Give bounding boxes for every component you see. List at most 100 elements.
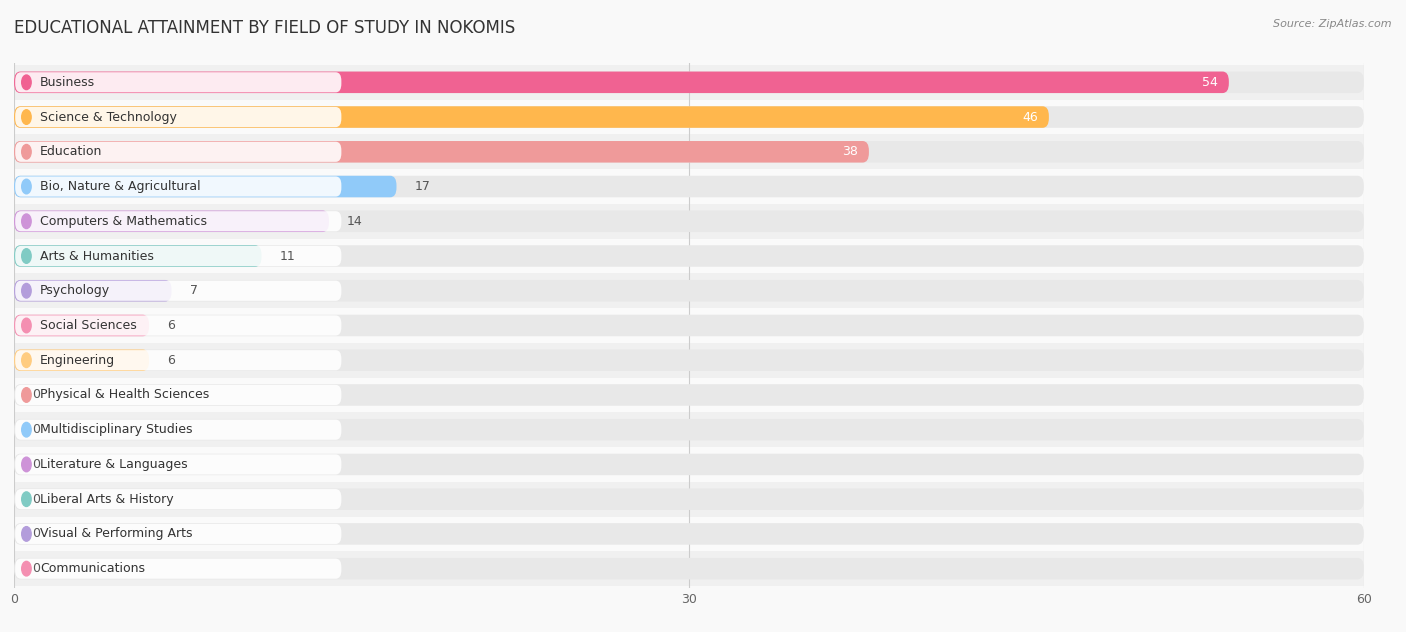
FancyBboxPatch shape (14, 280, 1364, 301)
Text: 0: 0 (32, 562, 39, 575)
Bar (14, 204, 1364, 239)
Text: 0: 0 (32, 528, 39, 540)
Bar (14, 65, 1364, 100)
Bar (14, 274, 1364, 308)
Circle shape (21, 387, 31, 402)
Text: 54: 54 (1202, 76, 1218, 89)
Text: 7: 7 (190, 284, 197, 297)
FancyBboxPatch shape (14, 489, 1364, 510)
Text: 6: 6 (167, 319, 174, 332)
Circle shape (21, 457, 31, 471)
Circle shape (21, 75, 31, 90)
Text: Communications: Communications (39, 562, 145, 575)
Circle shape (21, 179, 31, 194)
Text: 0: 0 (32, 389, 39, 401)
Bar (14, 169, 1364, 204)
FancyBboxPatch shape (14, 245, 262, 267)
Circle shape (21, 353, 31, 368)
FancyBboxPatch shape (15, 315, 342, 336)
Bar (14, 100, 1364, 135)
Text: Science & Technology: Science & Technology (39, 111, 177, 123)
FancyBboxPatch shape (14, 349, 1364, 371)
Text: Engineering: Engineering (39, 354, 115, 367)
FancyBboxPatch shape (14, 315, 149, 336)
FancyBboxPatch shape (15, 559, 342, 579)
FancyBboxPatch shape (14, 454, 1364, 475)
Circle shape (21, 492, 31, 506)
FancyBboxPatch shape (14, 176, 396, 197)
Text: Physical & Health Sciences: Physical & Health Sciences (39, 389, 209, 401)
Text: 0: 0 (32, 493, 39, 506)
Circle shape (21, 422, 31, 437)
Circle shape (21, 561, 31, 576)
Bar (14, 343, 1364, 377)
Text: Liberal Arts & History: Liberal Arts & History (39, 493, 173, 506)
Text: Social Sciences: Social Sciences (39, 319, 136, 332)
Text: 17: 17 (415, 180, 430, 193)
Text: Multidisciplinary Studies: Multidisciplinary Studies (39, 423, 193, 436)
Bar (14, 239, 1364, 274)
Text: 0: 0 (32, 458, 39, 471)
Bar (14, 516, 1364, 551)
Circle shape (21, 283, 31, 298)
FancyBboxPatch shape (14, 315, 1364, 336)
Text: 11: 11 (280, 250, 295, 262)
FancyBboxPatch shape (14, 106, 1364, 128)
FancyBboxPatch shape (14, 280, 172, 301)
FancyBboxPatch shape (14, 176, 1364, 197)
Bar (14, 135, 1364, 169)
Circle shape (21, 318, 31, 333)
Circle shape (21, 214, 31, 229)
Bar (14, 551, 1364, 586)
Bar (14, 377, 1364, 412)
FancyBboxPatch shape (14, 558, 1364, 580)
FancyBboxPatch shape (14, 141, 869, 162)
FancyBboxPatch shape (14, 71, 1229, 93)
FancyBboxPatch shape (15, 489, 342, 509)
FancyBboxPatch shape (15, 454, 342, 475)
FancyBboxPatch shape (15, 420, 342, 440)
FancyBboxPatch shape (15, 176, 342, 197)
FancyBboxPatch shape (15, 72, 342, 92)
FancyBboxPatch shape (14, 141, 1364, 162)
Bar (14, 482, 1364, 516)
FancyBboxPatch shape (14, 210, 1364, 232)
Text: 38: 38 (842, 145, 858, 158)
FancyBboxPatch shape (14, 245, 1364, 267)
Text: 0: 0 (32, 423, 39, 436)
Text: Psychology: Psychology (39, 284, 110, 297)
Text: Visual & Performing Arts: Visual & Performing Arts (39, 528, 193, 540)
Text: 14: 14 (347, 215, 363, 228)
FancyBboxPatch shape (14, 419, 1364, 441)
FancyBboxPatch shape (15, 385, 342, 405)
FancyBboxPatch shape (15, 281, 342, 301)
FancyBboxPatch shape (15, 211, 342, 231)
Circle shape (21, 145, 31, 159)
FancyBboxPatch shape (15, 524, 342, 544)
FancyBboxPatch shape (14, 349, 149, 371)
FancyBboxPatch shape (15, 246, 342, 266)
FancyBboxPatch shape (14, 71, 1364, 93)
Text: Arts & Humanities: Arts & Humanities (39, 250, 153, 262)
Bar (14, 412, 1364, 447)
Circle shape (21, 249, 31, 264)
FancyBboxPatch shape (15, 107, 342, 127)
Circle shape (21, 526, 31, 541)
Text: Literature & Languages: Literature & Languages (39, 458, 187, 471)
Text: Business: Business (39, 76, 96, 89)
Text: 6: 6 (167, 354, 174, 367)
Text: Education: Education (39, 145, 103, 158)
Bar (14, 308, 1364, 343)
FancyBboxPatch shape (14, 523, 1364, 545)
Text: Computers & Mathematics: Computers & Mathematics (39, 215, 207, 228)
Circle shape (21, 110, 31, 125)
Text: Source: ZipAtlas.com: Source: ZipAtlas.com (1274, 19, 1392, 29)
FancyBboxPatch shape (15, 350, 342, 370)
Bar (14, 447, 1364, 482)
Text: 46: 46 (1022, 111, 1038, 123)
FancyBboxPatch shape (15, 142, 342, 162)
FancyBboxPatch shape (14, 210, 329, 232)
FancyBboxPatch shape (14, 384, 1364, 406)
FancyBboxPatch shape (14, 106, 1049, 128)
Text: EDUCATIONAL ATTAINMENT BY FIELD OF STUDY IN NOKOMIS: EDUCATIONAL ATTAINMENT BY FIELD OF STUDY… (14, 19, 516, 37)
